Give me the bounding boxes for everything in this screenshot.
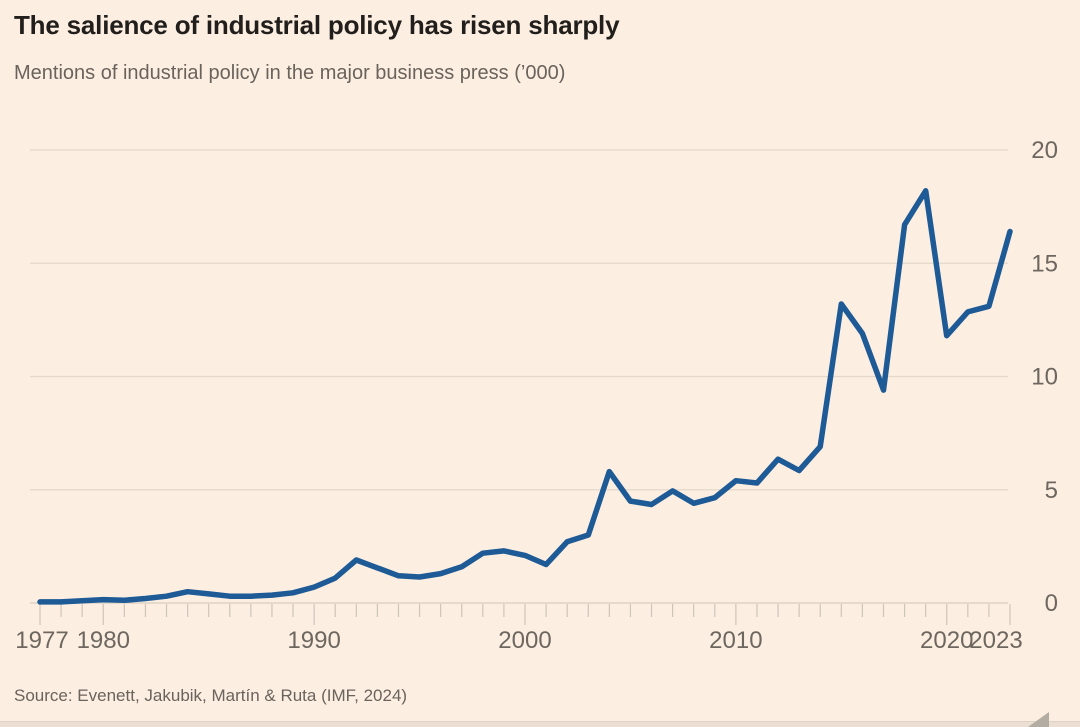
y-axis-label: 5 xyxy=(1045,477,1058,504)
y-axis-label: 10 xyxy=(1031,364,1058,391)
y-axis-label: 0 xyxy=(1045,590,1058,617)
x-axis-label: 1977 xyxy=(15,627,68,654)
y-axis-label: 15 xyxy=(1031,250,1058,277)
source-note: Source: Evenett, Jakubik, Martín & Ruta … xyxy=(14,686,408,705)
y-axis-label: 20 xyxy=(1031,137,1058,164)
x-axis-label: 1990 xyxy=(287,627,340,654)
x-axis-label: 2010 xyxy=(709,627,762,654)
chart-title: The salience of industrial policy has ri… xyxy=(14,10,620,40)
x-axis-label: 2020 xyxy=(920,627,973,654)
bottom-bar xyxy=(0,721,1080,727)
x-axis-label: 1980 xyxy=(77,627,130,654)
x-axis-label: 2000 xyxy=(498,627,551,654)
chart-subtitle: Mentions of industrial policy in the maj… xyxy=(14,62,566,84)
resize-corner-icon xyxy=(1028,712,1049,727)
data-line xyxy=(37,188,1013,605)
x-axis-label: 2023 xyxy=(969,627,1022,654)
